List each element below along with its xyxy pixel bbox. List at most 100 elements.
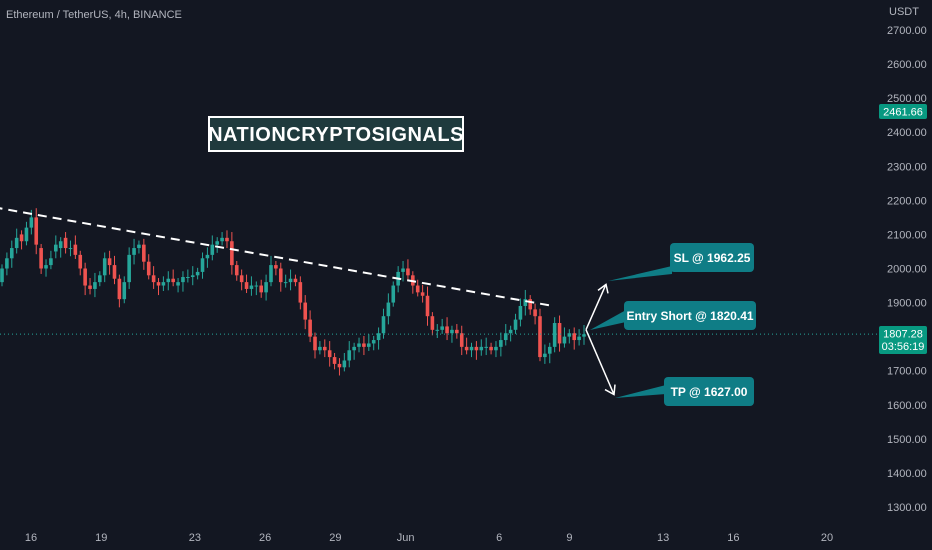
arrow-up-to-sl (585, 284, 607, 330)
descending-trendline[interactable] (0, 207, 554, 307)
candle-body (533, 309, 537, 317)
candle-body (98, 275, 102, 283)
candle-body (386, 302, 391, 317)
time-axis-ticks: 16 19 23 26 29 Jun 6 9 13 16 20 (25, 532, 833, 544)
candle-body (562, 336, 567, 344)
candle-body (176, 282, 180, 286)
candle-series (0, 208, 586, 376)
candle-body (303, 302, 308, 320)
sl-callout-text: SL @ 1962.25 (674, 251, 751, 265)
candle-body (293, 278, 298, 283)
candle-body (244, 282, 249, 289)
candle-body (288, 278, 293, 283)
candle-body (327, 350, 332, 358)
candle-body (254, 285, 259, 287)
tp-callout-text: TP @ 1627.00 (671, 385, 748, 399)
candle-body (489, 346, 493, 351)
candle-body (499, 340, 503, 347)
candle-body (146, 261, 151, 276)
candle-body (547, 346, 552, 354)
candle-body (298, 282, 303, 303)
arrow-down-to-tp (585, 329, 615, 395)
price-tick-label: 1300.00 (887, 502, 927, 514)
candle-body (190, 275, 195, 278)
candle-body (112, 265, 117, 279)
symbol-title: Ethereum / TetherUS, 4h, BINANCE (6, 9, 182, 21)
candle-body (352, 346, 356, 351)
price-tick-label: 1500.00 (887, 434, 927, 446)
price-tick-label: 2300.00 (887, 161, 927, 173)
candle-body (264, 282, 268, 293)
candle-body (132, 248, 136, 255)
candle-body (464, 346, 469, 351)
top-price-badge-text: 2461.66 (883, 107, 923, 119)
callout-connectors (590, 266, 672, 398)
watermark-text: NATIONCRYPTOSIGNALS (208, 124, 464, 146)
candle-body (73, 244, 78, 255)
candle-body (19, 234, 24, 242)
candle-body (181, 277, 185, 283)
candle-body (528, 299, 533, 310)
sl-callout[interactable]: SL @ 1962.25 (670, 243, 754, 272)
candle-body (137, 244, 141, 249)
time-tick-label: 26 (259, 532, 271, 544)
candle-body (572, 333, 577, 341)
arrow-down-head (604, 384, 616, 396)
candle-body (455, 329, 459, 334)
candle-body (445, 326, 449, 334)
candle-body (142, 244, 146, 262)
candle-body (415, 285, 420, 293)
arrow-up-head (597, 283, 609, 294)
time-tick-label: Jun (397, 532, 415, 544)
candle-body (308, 319, 312, 337)
price-tick-label: 2400.00 (887, 127, 927, 139)
candle-body (278, 268, 283, 283)
current-price-text: 1807.28 (883, 329, 923, 341)
candle-body (78, 254, 83, 269)
candle-body (39, 248, 43, 269)
candle-body (205, 254, 210, 259)
candle-body (459, 333, 464, 347)
candle-body (117, 278, 122, 300)
candle-body (161, 282, 166, 286)
candle-body (582, 334, 586, 337)
candle-body (381, 316, 386, 334)
price-tick-label: 1400.00 (887, 468, 927, 480)
candle-body (14, 237, 19, 249)
candle-body (376, 333, 381, 341)
price-axis-panel[interactable] (878, 0, 932, 550)
time-tick-label: 20 (821, 532, 833, 544)
price-tick-label: 1700.00 (887, 366, 927, 378)
time-tick-label: 6 (496, 532, 502, 544)
candle-body (362, 343, 366, 347)
candle-body (234, 265, 239, 276)
candle-body (440, 326, 444, 330)
candle-body (122, 282, 127, 300)
candle-body (567, 333, 572, 337)
candle-body (430, 316, 435, 330)
entry-callout[interactable]: Entry Short @ 1820.41 (624, 301, 756, 330)
price-unit: USDT (889, 6, 919, 18)
candle-body (29, 217, 34, 228)
candle-body (474, 346, 479, 351)
candle-body (34, 217, 39, 245)
candle-body (508, 329, 513, 334)
entry-callout-text: Entry Short @ 1820.41 (626, 309, 753, 323)
candle-body (249, 285, 254, 289)
candle-body (425, 295, 430, 317)
candle-body (435, 329, 440, 331)
tp-callout[interactable]: TP @ 1627.00 (664, 377, 754, 406)
watermark: NATIONCRYPTOSIGNALS (208, 116, 464, 152)
candle-body (156, 282, 161, 286)
candle-body (494, 346, 498, 351)
price-tick-label: 2100.00 (887, 229, 927, 241)
candle-body (322, 346, 327, 351)
candle-body (5, 258, 9, 269)
candle-body (186, 277, 190, 279)
candle-body (215, 241, 219, 245)
candle-body (337, 363, 342, 368)
candle-body (107, 258, 112, 266)
price-tick-label: 2200.00 (887, 195, 927, 207)
candle-body (63, 237, 68, 249)
